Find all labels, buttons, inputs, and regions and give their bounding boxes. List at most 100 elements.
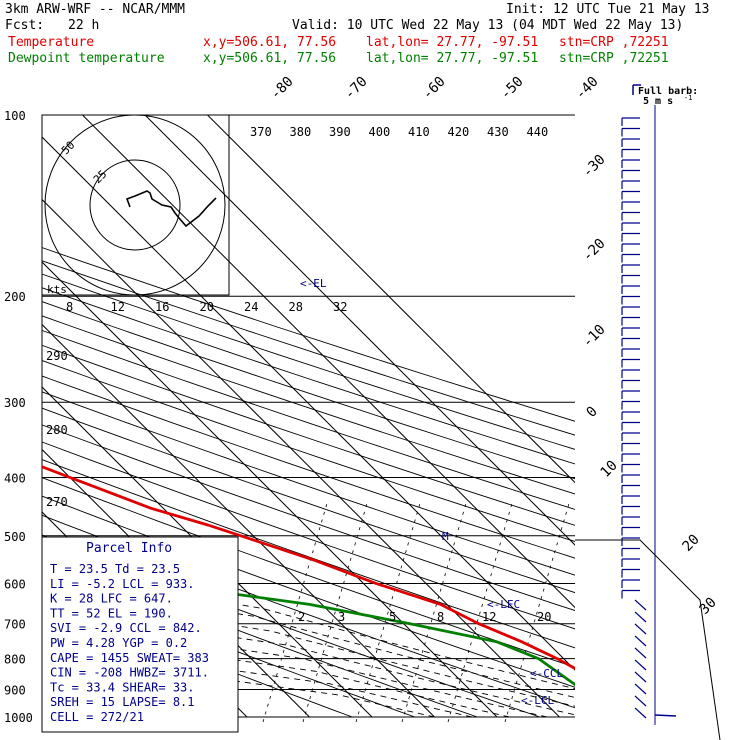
isotherm-line [42, 198, 560, 718]
dry-adiabat [42, 575, 415, 718]
wind-barb-lower [634, 707, 647, 719]
isotherm-label: 0 [584, 404, 601, 421]
dry-adiabat [42, 315, 575, 495]
hodo-speed-label: 16 [155, 300, 169, 314]
isotherm-line [81, 115, 575, 609]
pressure-label: 200 [4, 290, 26, 304]
parcel-info-row: PW = 4.28 YGP = 0.2 [50, 636, 187, 650]
theta-label: 380 [290, 125, 312, 139]
marker-lcl: <-LCL [521, 694, 554, 707]
isotherm-label: -60 [420, 74, 449, 103]
parcel-info-title: Parcel Info [86, 541, 172, 556]
wind-barb-lower [634, 683, 647, 695]
plot-right-edge [575, 539, 721, 740]
isotherm-label: 30 [697, 595, 720, 618]
temp-latlon: lat,lon= 27.77, -97.51 [366, 35, 539, 50]
mixing-ratio-label: 12 [482, 610, 496, 624]
temperature-legend: Temperature [8, 35, 95, 50]
marker-lfc: <-LFC [487, 598, 520, 611]
barb-legend-line1: Full barb: [638, 86, 698, 97]
parcel-info-row: CIN = -208 HWBZ= 3711. [50, 666, 209, 680]
barb-legend-exp: -1 [684, 94, 692, 102]
isotherm-line [42, 323, 435, 718]
dew-station: stn=CRP ,72251 [559, 51, 669, 66]
wind-barb-lower [634, 647, 647, 659]
wind-barb-surface [654, 714, 677, 717]
moist-adiabat [42, 642, 473, 718]
model-title: 3km ARW-WRF -- NCAR/MMM [5, 2, 186, 17]
theta-side-label: 290 [46, 349, 68, 363]
pressure-label: 1000 [4, 711, 33, 725]
dry-adiabat [42, 424, 575, 612]
parcel-info-row: T = 23.5 Td = 23.5 [50, 562, 180, 576]
theta-label: 370 [250, 125, 272, 139]
isotherm-label: 20 [680, 532, 703, 555]
dewpoint-profile [42, 552, 575, 687]
mixing-ratio-line [504, 499, 571, 723]
mixing-ratio-line [447, 499, 514, 723]
wind-barb-lower [634, 611, 647, 623]
wind-barb-lower [634, 695, 647, 707]
mixing-ratio-label: 8 [437, 610, 444, 624]
theta-label: 440 [527, 125, 549, 139]
isotherm-label: -10 [580, 322, 609, 351]
wind-barb-lower [634, 659, 647, 671]
parcel-info-row: Tc = 33.4 SHEAR= 33. [50, 680, 195, 694]
theta-label: 420 [448, 125, 470, 139]
hodo-speed-label: 12 [111, 300, 125, 314]
theta-side-label: 270 [46, 495, 68, 509]
parcel-info-row: SVI = -2.9 CCL = 842. [50, 621, 202, 635]
hodo-speed-label: 32 [333, 300, 347, 314]
parcel-info-row: K = 28 LFC = 647. [50, 592, 173, 606]
marker-m: M [442, 530, 449, 543]
dry-adiabat [42, 407, 575, 594]
pressure-label: 800 [4, 653, 26, 667]
parcel-info-row: TT = 52 EL = 190. [50, 606, 173, 620]
pressure-label: 500 [4, 530, 26, 544]
dewpoint-legend: Dewpoint temperature [8, 51, 165, 66]
barb-legend-line2: 5 m s [643, 96, 673, 107]
mixing-ratio-label: 5 [389, 610, 396, 624]
dew-latlon: lat,lon= 27.77, -97.51 [366, 51, 539, 66]
mixing-ratio-label: 20 [537, 610, 551, 624]
valid-time: Valid: 10 UTC Wed 22 May 13 (04 MDT Wed … [292, 18, 684, 33]
fcst-value: 22 h [68, 18, 100, 33]
hodo-speed-label: 28 [289, 300, 303, 314]
mixing-ratio-line [302, 499, 369, 723]
mixing-ratio-line [355, 499, 422, 723]
wind-barb-lower [634, 599, 647, 611]
pressure-label: 600 [4, 577, 26, 591]
hodo-kts: kts [47, 283, 67, 296]
dry-adiabat [42, 273, 575, 450]
parcel-info-row: LI = -5.2 LCL = 933. [50, 577, 195, 591]
isotherm-line [206, 115, 575, 484]
marker-ccl: <-CCL [530, 667, 563, 680]
wind-barb-lower [634, 623, 647, 635]
isotherm-label: -70 [342, 74, 371, 103]
isotherm-line [144, 115, 575, 546]
parcel-info-row: CAPE = 1455 SWEAT= 383 [50, 651, 209, 665]
hodo-speed-label: 20 [200, 300, 214, 314]
wind-barb-lower [634, 671, 647, 683]
dry-adiabat [42, 477, 575, 668]
dry-adiabat [42, 597, 353, 718]
pressure-label: 900 [4, 683, 26, 697]
hodo-speed-label: 8 [66, 300, 73, 314]
dry-adiabat [42, 287, 575, 465]
hodograph-trace [125, 190, 217, 228]
temperature-profile [42, 465, 575, 671]
mixing-ratio-label: 3 [338, 610, 345, 624]
theta-label: 430 [487, 125, 509, 139]
isotherm-label: -50 [498, 74, 527, 103]
hodo-speed-label: 24 [244, 300, 258, 314]
theta-side-label: 280 [46, 423, 68, 437]
dry-adiabat [42, 301, 575, 480]
dry-adiabat [42, 344, 575, 526]
dry-adiabat [42, 391, 575, 576]
wind-barb-lower [634, 635, 647, 647]
dry-adiabat [42, 260, 575, 436]
hodograph-ring-outer [44, 114, 226, 296]
isotherm-label: 10 [598, 458, 621, 481]
